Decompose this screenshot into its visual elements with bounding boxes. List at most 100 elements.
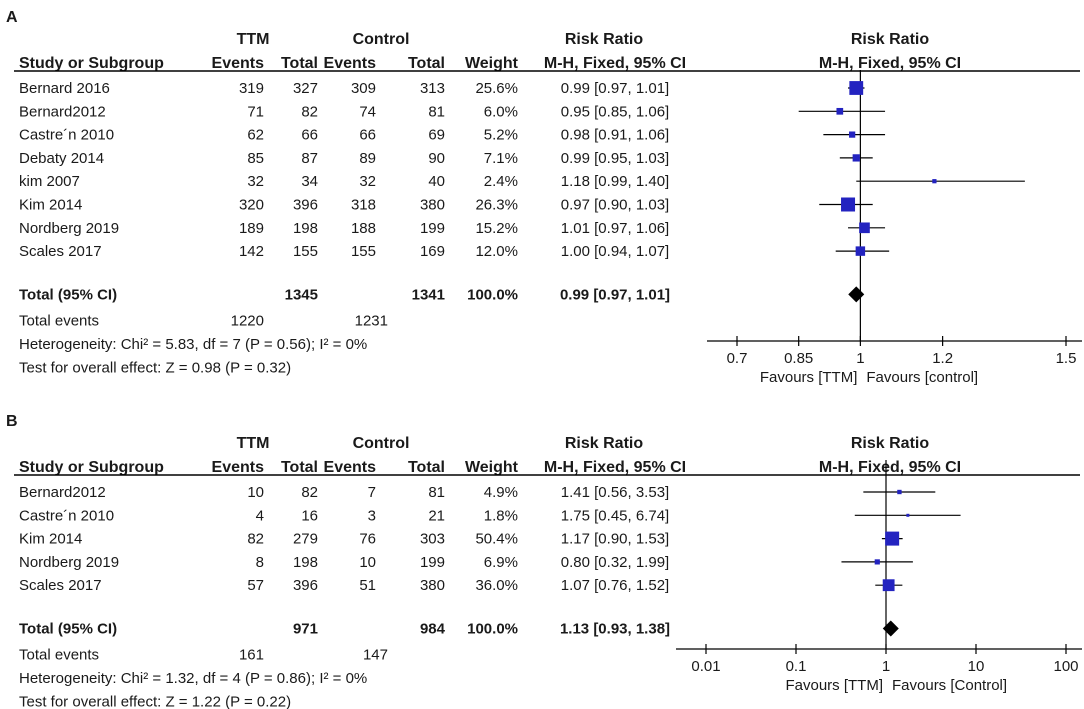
events-control: 3 — [368, 507, 376, 524]
total-risk-ratio-ci: 0.99 [0.97, 1.01] — [560, 286, 670, 303]
events1-column-header: Events — [212, 459, 265, 476]
events-ttm: 32 — [247, 173, 264, 190]
plot-header: Risk Ratio — [851, 31, 929, 48]
total-label: Total (95% CI) — [19, 621, 117, 638]
events-ttm: 8 — [256, 554, 264, 571]
events-ttm: 142 — [239, 243, 264, 260]
study-name: Scales 2017 — [19, 577, 102, 594]
events1-column-header: Events — [212, 55, 265, 72]
plot-method-header: M-H, Fixed, 95% CI — [819, 459, 961, 476]
heterogeneity-text: Heterogeneity: Chi² = 1.32, df = 4 (P = … — [19, 670, 367, 687]
effect-marker — [849, 131, 856, 138]
total-control: 380 — [420, 577, 445, 594]
x-tick-label: 0.85 — [784, 350, 813, 367]
risk-ratio-ci: 1.01 [0.97, 1.06] — [561, 220, 669, 237]
risk-ratio-ci: 1.18 [0.99, 1.40] — [561, 173, 669, 190]
events-ttm: 320 — [239, 197, 264, 214]
events-ttm: 71 — [247, 103, 264, 120]
weight-value: 4.9% — [484, 484, 518, 501]
risk-ratio-ci: 1.75 [0.45, 6.74] — [561, 507, 669, 524]
events-control: 318 — [351, 197, 376, 214]
study-row: Kim 2014 82 279 76 303 50.4% 1.17 [0.90, 1.53] — [19, 531, 903, 548]
weight-value: 7.1% — [484, 150, 518, 167]
total-ttm: 82 — [301, 103, 318, 120]
weight-value: 5.2% — [484, 127, 518, 144]
group1-header: TTM — [237, 435, 270, 452]
weight-value: 12.0% — [475, 243, 518, 260]
weight-value: 1.8% — [484, 507, 518, 524]
x-tick-label: 1 — [882, 658, 890, 675]
effect-marker — [836, 107, 844, 115]
events-control: 155 — [351, 243, 376, 260]
weight-value: 6.9% — [484, 554, 518, 571]
total-ttm: 396 — [293, 197, 318, 214]
study-row: kim 2007 32 34 32 40 2.4% 1.18 [0.99, 1.40] — [19, 173, 1025, 190]
total-ttm: 155 — [293, 243, 318, 260]
study-column-header: Study or Subgroup — [19, 459, 164, 476]
risk-ratio-ci: 0.99 [0.95, 1.03] — [561, 150, 669, 167]
study-name: Nordberg 2019 — [19, 220, 119, 237]
weight-value: 25.6% — [475, 80, 518, 97]
study-row: Bernard 2016 319 327 309 313 25.6% 0.99 [0.97,… — [19, 80, 865, 97]
weight-value: 2.4% — [484, 173, 518, 190]
total-control: 380 — [420, 197, 445, 214]
total-control: 90 — [428, 150, 445, 167]
x-tick-label: 0.01 — [691, 658, 720, 675]
effect-marker — [849, 81, 864, 95]
events-ttm: 10 — [247, 484, 264, 501]
total-ttm: 82 — [301, 484, 318, 501]
total-control: 40 — [428, 173, 445, 190]
method-column-header: M-H, Fixed, 95% CI — [544, 459, 686, 476]
events-ttm: 189 — [239, 220, 264, 237]
total-weight: 100.0% — [467, 286, 518, 303]
study-row: Bernard2012 10 82 7 81 4.9% 1.41 [0.56, 3.53] — [19, 484, 936, 501]
favours-left-label: Favours [TTM] — [760, 369, 858, 386]
favours-right-label: Favours [Control] — [892, 677, 1007, 694]
total-control: 313 — [420, 80, 445, 97]
total1-column-header: Total — [281, 55, 318, 72]
weight-value: 15.2% — [475, 220, 518, 237]
events-ttm: 57 — [247, 577, 264, 594]
total-control: 81 — [428, 484, 445, 501]
study-row: Bernard2012 71 82 74 81 6.0% 0.95 [0.85, 1.06] — [19, 103, 886, 120]
total-control: 199 — [420, 220, 445, 237]
total-control-n: 984 — [420, 621, 446, 638]
study-name: kim 2007 — [19, 173, 80, 190]
study-name: Debaty 2014 — [19, 150, 104, 167]
events2-column-header: Events — [324, 55, 377, 72]
events-control: 188 — [351, 220, 376, 237]
total-weight: 100.0% — [467, 621, 518, 638]
total-control: 21 — [428, 507, 445, 524]
total-ttm: 87 — [301, 150, 318, 167]
risk-ratio-ci: 0.98 [0.91, 1.06] — [561, 127, 669, 144]
events-ttm: 62 — [247, 127, 264, 144]
method-column-header: M-H, Fixed, 95% CI — [544, 55, 686, 72]
panel-label: B — [6, 413, 18, 430]
risk-ratio-ci: 1.41 [0.56, 3.53] — [561, 484, 669, 501]
study-name: Bernard2012 — [19, 103, 106, 120]
events-ttm: 319 — [239, 80, 264, 97]
risk-ratio-ci: 1.07 [0.76, 1.52] — [561, 577, 669, 594]
total-events-label: Total events — [19, 312, 99, 329]
study-name: Bernard2012 — [19, 484, 106, 501]
plot-method-header: M-H, Fixed, 95% CI — [819, 55, 961, 72]
overall-effect-text: Test for overall effect: Z = 0.98 (P = 0… — [19, 359, 291, 376]
total2-column-header: Total — [408, 55, 445, 72]
weight-column-header: Weight — [465, 55, 519, 72]
total-ttm: 34 — [301, 173, 318, 190]
panel-B: B TTM Control Risk Ratio Risk Ratio Study or … — [6, 413, 1082, 709]
study-row: Castre´n 2010 62 66 66 69 5.2% 0.98 [0.91, 1.0… — [19, 127, 886, 144]
effect-marker — [841, 197, 856, 212]
total-control: 169 — [420, 243, 445, 260]
pooled-estimate-diamond — [882, 620, 899, 637]
group2-header: Control — [353, 435, 410, 452]
events2-column-header: Events — [324, 459, 377, 476]
study-column-header: Study or Subgroup — [19, 55, 164, 72]
events-control: 74 — [359, 103, 376, 120]
total-label: Total (95% CI) — [19, 286, 117, 303]
study-row: Castre´n 2010 4 16 3 21 1.8% 1.75 [0.45, 6.74] — [19, 507, 961, 524]
total-ttm-n: 971 — [293, 621, 318, 638]
risk-ratio-ci: 0.80 [0.32, 1.99] — [561, 554, 669, 571]
study-row: Nordberg 2019 189 198 188 199 15.2% 1.01 [0.97… — [19, 220, 886, 237]
